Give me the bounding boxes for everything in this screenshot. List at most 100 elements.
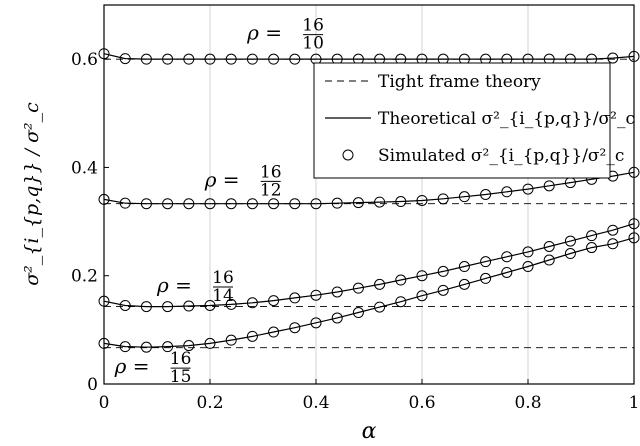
simulated-point [183, 198, 195, 210]
simulated-point [437, 265, 449, 277]
simulated-point [225, 298, 237, 310]
legend-circle-sample [342, 149, 354, 161]
simulated-point [162, 53, 174, 65]
rho-denominator: 15 [170, 367, 192, 387]
simulated-point [331, 286, 343, 298]
simulated-point [310, 289, 322, 301]
simulated-point [119, 341, 131, 353]
theoretical-curve [103, 53, 635, 60]
legend-box [313, 62, 611, 179]
simulated-point [564, 235, 576, 247]
simulated-point [289, 198, 301, 210]
simulated-point [246, 198, 258, 210]
simulated-point [204, 299, 216, 311]
x-tick-label: 0.6 [408, 393, 435, 413]
simulated-point [289, 53, 301, 65]
simulated-point [162, 341, 174, 353]
x-tick-label: 0.4 [302, 393, 329, 413]
rho-numerator: 16 [260, 162, 282, 182]
simulated-point [331, 312, 343, 324]
simulated-point [564, 248, 576, 260]
simulated-point [501, 251, 513, 263]
x-axis-ticks: 0 0.2 0.4 0.6 0.8 1 [99, 379, 639, 413]
simulated-point [543, 180, 555, 192]
simulated-point [458, 261, 470, 273]
simulated-point [416, 194, 428, 206]
simulated-point [522, 261, 534, 273]
y-tick-label: 0 [87, 375, 98, 395]
simulated-point [246, 297, 258, 309]
simulated-point [543, 254, 555, 266]
simulated-point [374, 301, 386, 313]
x-axis-label: α [362, 419, 377, 444]
simulated-point [204, 337, 216, 349]
legend: Tight frame theory Theoretical σ²_{i_{p,… [313, 62, 635, 179]
x-tick-label: 0.8 [514, 393, 541, 413]
simulated-point [225, 53, 237, 65]
simulated-point [352, 282, 364, 294]
rho-label: ρ = [114, 354, 150, 378]
simulated-point [416, 270, 428, 282]
rho-numerator: 16 [302, 16, 324, 36]
rho-label: ρ = [156, 273, 192, 297]
simulated-point [352, 307, 364, 319]
theoretical-curves [103, 53, 635, 348]
simulated-point [268, 198, 280, 210]
simulated-point [543, 240, 555, 252]
simulated-point [289, 322, 301, 334]
theoretical-curve [103, 223, 635, 308]
simulated-point [268, 53, 280, 65]
simulated-point [480, 272, 492, 284]
simulated-point [310, 198, 322, 210]
plot-frame [103, 4, 635, 385]
simulated-point [119, 197, 131, 209]
simulated-point [183, 300, 195, 312]
simulated-point [140, 198, 152, 210]
simulated-point [246, 53, 258, 65]
simulated-point [522, 183, 534, 195]
simulated-point [437, 193, 449, 205]
simulated-point [374, 196, 386, 208]
simulated-point [140, 301, 152, 313]
y-axis-label: σ²_{i_{p,q}} / σ²_c [21, 102, 43, 286]
y-tick-label: 0.2 [71, 267, 98, 287]
simulated-point [119, 299, 131, 311]
simulated-point [480, 256, 492, 268]
simulated-point [183, 53, 195, 65]
x-tick-label: 0.2 [196, 393, 223, 413]
simulated-point [310, 317, 322, 329]
simulated-point [607, 224, 619, 236]
simulated-point [289, 292, 301, 304]
simulated-point [395, 296, 407, 308]
simulated-point [162, 301, 174, 313]
rho-label: ρ = [204, 167, 240, 191]
simulated-point [246, 330, 258, 342]
x-tick-label: 0 [99, 393, 110, 413]
simulated-point [162, 198, 174, 210]
theoretical-curve [103, 237, 635, 348]
simulated-point [140, 341, 152, 353]
rho-numerator: 16 [170, 349, 192, 369]
legend-entry-simulated: Simulated σ²_{i_{p,q}}/σ²_c [378, 146, 624, 166]
simulated-markers [98, 48, 640, 353]
simulated-point [607, 52, 619, 64]
rho-label: ρ = [246, 21, 282, 45]
simulated-point [586, 230, 598, 242]
y-axis-ticks: 0 0.2 0.4 0.6 [71, 50, 109, 395]
rho-denominator: 14 [212, 286, 234, 306]
simulated-point [119, 53, 131, 65]
simulated-point [204, 53, 216, 65]
legend-entry-tight-frame: Tight frame theory [378, 72, 541, 92]
simulated-point [607, 238, 619, 250]
theoretical-curve [103, 171, 635, 205]
simulated-point [586, 242, 598, 254]
simulated-point [225, 198, 237, 210]
simulated-point [480, 189, 492, 200]
rho-denominator: 10 [302, 34, 324, 54]
simulated-point [416, 290, 428, 302]
